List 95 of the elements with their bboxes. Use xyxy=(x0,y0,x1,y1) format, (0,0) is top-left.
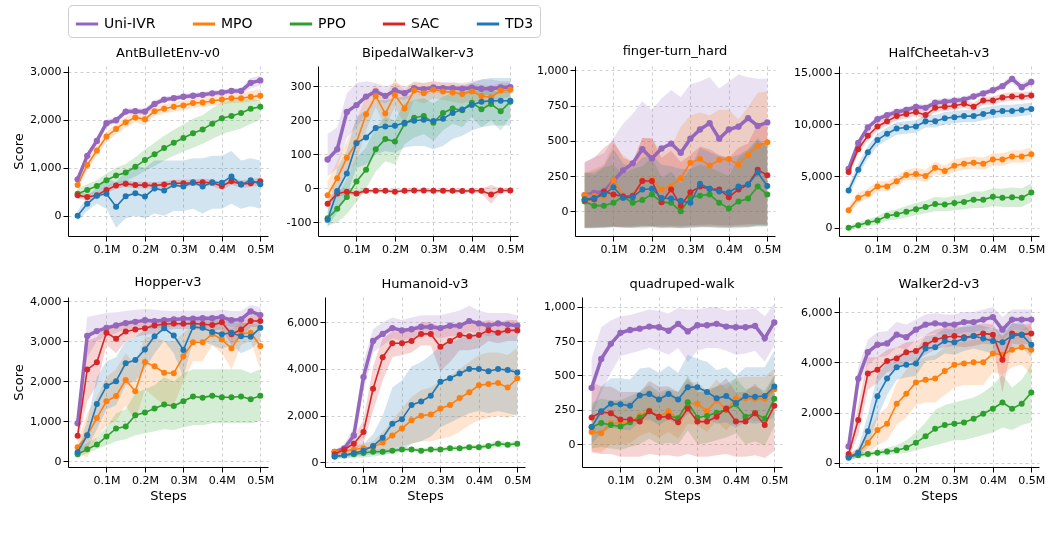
y-tick-label: -100 xyxy=(286,215,312,229)
x-tick-label: 0.1M xyxy=(343,242,371,256)
y-tick-label: 0 xyxy=(304,181,312,195)
y-tick-label: 0 xyxy=(568,437,576,451)
x-axis-title: Steps xyxy=(664,487,701,503)
y-tick-label: 2,000 xyxy=(287,409,319,423)
y-tick-label: 1,000 xyxy=(537,63,569,77)
legend-label: MPO xyxy=(221,15,253,31)
y-tick-label: 750 xyxy=(554,334,576,348)
x-axis-title: Steps xyxy=(407,487,444,503)
x-tick-label: 0.3M xyxy=(677,242,705,256)
y-tick-label: 5,000 xyxy=(801,169,833,183)
x-tick-label: 0.4M xyxy=(722,473,750,487)
y-axis-title: Score xyxy=(11,133,27,170)
x-tick-label: 0.2M xyxy=(902,473,930,487)
y-tick-label: 750 xyxy=(547,99,569,112)
y-tick-label: 0 xyxy=(825,221,833,235)
y-tick-label: 500 xyxy=(554,368,576,382)
y-tick-label: 4,000 xyxy=(30,294,62,308)
x-tick-label: 0.2M xyxy=(902,242,930,256)
x-tick-label: 0.1M xyxy=(864,473,892,487)
y-tick-label: 6,000 xyxy=(287,315,319,329)
y-tick-label: 0 xyxy=(561,204,569,218)
x-tick-label: 0.5M xyxy=(497,242,525,256)
x-tick-label: 0.4M xyxy=(715,242,743,256)
x-tick-label: 0.3M xyxy=(427,473,455,487)
y-tick-label: 250 xyxy=(554,403,576,417)
x-tick-label: 0.2M xyxy=(388,473,416,487)
x-axis-title: Steps xyxy=(921,487,958,503)
x-tick-label: 0.3M xyxy=(941,242,969,256)
x-tick-label: 0.2M xyxy=(131,242,159,256)
x-tick-label: 0.5M xyxy=(504,473,532,487)
x-tick-label: 0.1M xyxy=(350,473,378,487)
x-tick-label: 0.4M xyxy=(465,473,493,487)
x-tick-label: 0.5M xyxy=(247,473,275,487)
y-tick-label: 2,000 xyxy=(801,406,833,420)
x-tick-label: 0.2M xyxy=(131,473,159,487)
x-tick-label: 0.1M xyxy=(93,242,121,256)
y-tick-label: 1,000 xyxy=(544,300,576,314)
chart-title: quadruped-walk xyxy=(629,276,736,291)
x-tick-label: 0.4M xyxy=(979,242,1007,256)
y-tick-label: 0 xyxy=(311,455,319,469)
y-tick-label: 1,000 xyxy=(30,161,62,175)
y-tick-label: 4,000 xyxy=(287,362,319,376)
chart-title: Walker2d-v3 xyxy=(898,276,980,291)
y-tick-label: 0 xyxy=(54,209,62,223)
chart-title: Hopper-v3 xyxy=(134,274,202,290)
x-tick-label: 0.1M xyxy=(93,473,121,487)
legend-label: PPO xyxy=(318,15,346,31)
x-tick-label: 0.4M xyxy=(208,473,236,487)
y-tick-label: 0 xyxy=(825,456,833,470)
chart-title: finger-turn_hard xyxy=(622,43,728,59)
x-tick-label: 0.4M xyxy=(979,473,1007,487)
y-tick-label: 2,000 xyxy=(30,374,62,388)
chart-title: BipedalWalker-v3 xyxy=(361,45,475,60)
y-tick-label: 10,000 xyxy=(794,117,833,131)
legend-label: Uni-IVR xyxy=(104,15,156,31)
legend-label: SAC xyxy=(411,15,440,31)
y-tick-label: 15,000 xyxy=(794,66,833,80)
x-tick-label: 0.5M xyxy=(761,473,789,487)
legend-label: TD3 xyxy=(504,15,534,31)
x-tick-label: 0.4M xyxy=(208,242,236,256)
y-tick-label: 300 xyxy=(290,79,312,93)
x-tick-label: 0.1M xyxy=(864,242,892,256)
x-tick-label: 0.1M xyxy=(600,242,628,256)
x-tick-label: 0.2M xyxy=(638,242,666,256)
y-tick-label: 500 xyxy=(547,134,569,148)
x-tick-label: 0.4M xyxy=(458,242,486,256)
y-axis-title: Score xyxy=(11,364,27,401)
x-tick-label: 0.3M xyxy=(170,473,198,487)
chart-title: HalfCheetah-v3 xyxy=(888,45,990,60)
y-tick-label: 2,000 xyxy=(30,113,62,127)
x-tick-label: 0.2M xyxy=(645,473,673,487)
x-tick-label: 0.5M xyxy=(1018,242,1046,256)
y-tick-label: 6,000 xyxy=(801,305,833,319)
x-tick-label: 0.3M xyxy=(170,242,198,256)
chart-title: AntBulletEnv-v0 xyxy=(116,44,220,60)
y-tick-label: 200 xyxy=(290,113,312,127)
y-tick-label: 3,000 xyxy=(30,334,62,348)
x-tick-label: 0.1M xyxy=(607,473,635,487)
y-tick-label: 100 xyxy=(290,147,312,161)
y-tick-label: 4,000 xyxy=(801,355,833,369)
x-tick-label: 0.3M xyxy=(941,473,969,487)
x-tick-label: 0.3M xyxy=(420,242,448,256)
x-tick-label: 0.2M xyxy=(381,242,409,256)
chart-title: Humanoid-v3 xyxy=(381,276,469,291)
y-tick-label: 1,000 xyxy=(30,414,62,428)
x-tick-label: 0.3M xyxy=(684,473,712,487)
y-tick-label: 0 xyxy=(54,454,62,468)
x-tick-label: 0.5M xyxy=(1018,473,1046,487)
y-tick-label: 3,000 xyxy=(30,65,62,79)
x-tick-label: 0.5M xyxy=(247,242,275,256)
x-tick-label: 0.5M xyxy=(754,242,782,256)
y-tick-label: 250 xyxy=(547,169,569,183)
x-axis-title: Steps xyxy=(150,487,187,503)
